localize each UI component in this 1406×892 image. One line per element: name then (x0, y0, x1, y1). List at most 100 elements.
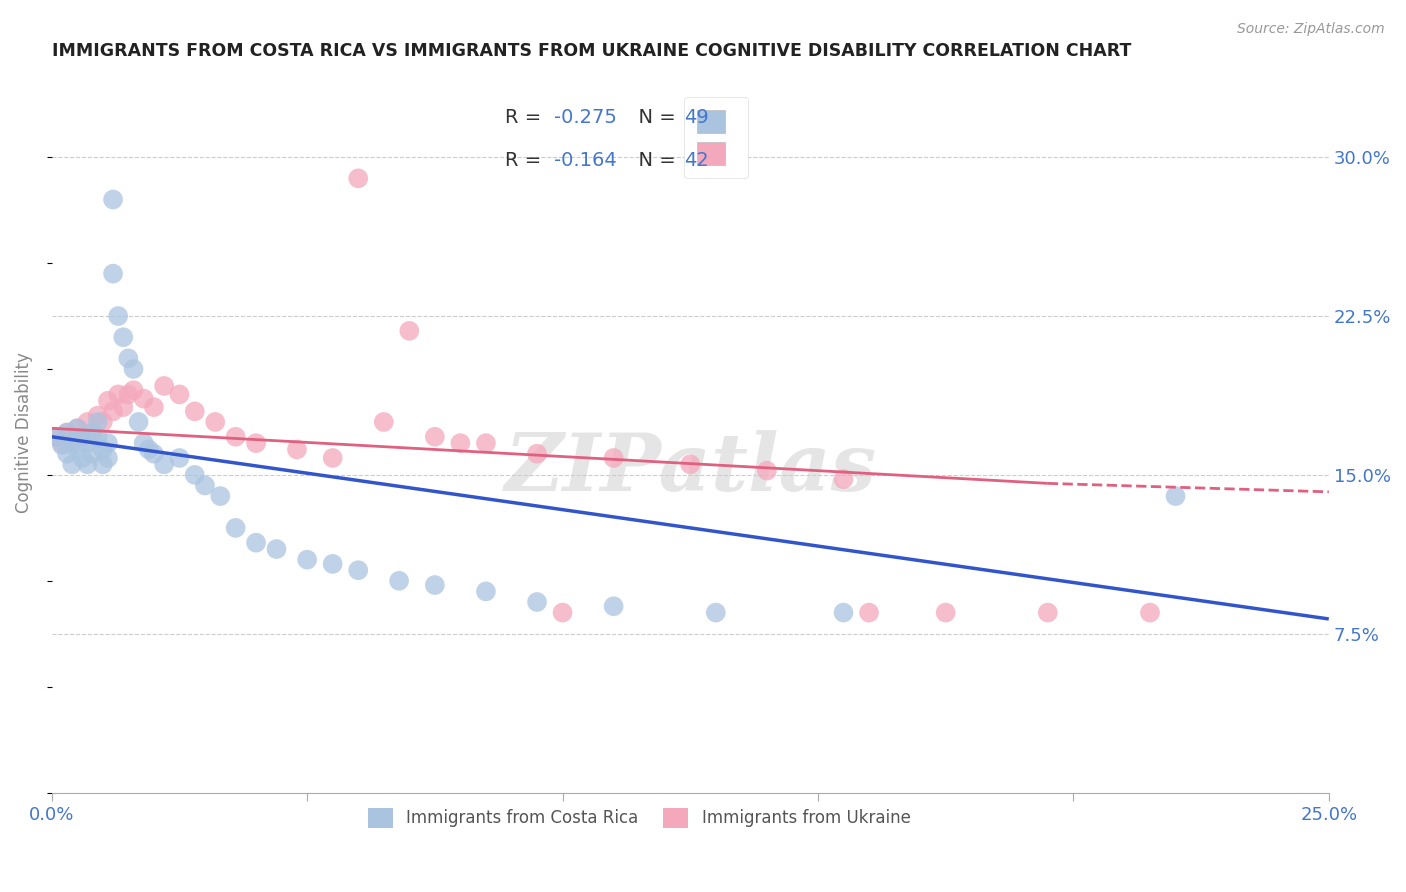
Point (51, 438, 73, 452)
Point (87, 430, 110, 444)
Point (204, 415, 226, 429)
Point (66, 421, 89, 435)
Text: IMMIGRANTS FROM COSTA RICA VS IMMIGRANTS FROM UKRAINE COGNITIVE DISABILITY CORRE: IMMIGRANTS FROM COSTA RICA VS IMMIGRANTS… (52, 42, 1130, 60)
Point (107, 387, 129, 401)
Point (60, 436, 83, 450)
Point (132, 436, 155, 450)
Point (101, 193, 124, 207)
Point (132, 392, 155, 406)
Point (60, 436, 83, 450)
Point (388, 574, 411, 588)
Point (45, 430, 67, 444)
Text: R =: R = (505, 108, 547, 127)
Point (832, 606, 855, 620)
Point (142, 400, 165, 414)
Point (56, 425, 79, 440)
Point (169, 450, 191, 465)
Point (832, 472, 855, 486)
Text: 49: 49 (683, 108, 709, 127)
Point (87, 415, 110, 429)
Text: 42: 42 (683, 151, 709, 169)
Point (91, 458, 114, 472)
Point (704, 606, 727, 620)
Point (76, 458, 98, 472)
Point (122, 383, 145, 397)
Point (56, 447, 79, 461)
Point (169, 387, 191, 401)
Point (112, 330, 135, 344)
Point (72, 430, 94, 444)
Text: R =: R = (505, 151, 547, 169)
Point (423, 430, 446, 444)
Point (82, 425, 104, 440)
Point (184, 467, 207, 482)
Point (51, 436, 73, 450)
Point (153, 458, 176, 472)
Point (266, 542, 288, 557)
Point (398, 324, 420, 338)
Point (1036, 606, 1059, 620)
Text: Source: ZipAtlas.com: Source: ZipAtlas.com (1237, 22, 1385, 37)
Point (60, 458, 83, 472)
Text: -0.275: -0.275 (554, 108, 616, 127)
Point (107, 309, 129, 323)
Point (449, 436, 471, 450)
Point (97, 450, 120, 465)
Point (101, 267, 124, 281)
Point (322, 557, 344, 571)
Point (117, 387, 139, 401)
Point (347, 171, 370, 186)
Point (347, 563, 370, 577)
Point (322, 450, 344, 465)
Point (475, 436, 498, 450)
Point (128, 415, 150, 429)
Point (66, 442, 89, 457)
Point (602, 450, 624, 465)
Point (295, 552, 318, 566)
Point (76, 415, 98, 429)
Text: N =: N = (627, 151, 682, 169)
Point (82, 425, 104, 440)
Point (1139, 606, 1161, 620)
Point (101, 404, 124, 418)
Point (209, 489, 232, 503)
Point (72, 430, 94, 444)
Point (423, 578, 446, 592)
Point (679, 458, 702, 472)
Point (142, 447, 165, 461)
Point (122, 362, 145, 376)
Point (87, 409, 110, 423)
Point (56, 425, 79, 440)
Point (526, 595, 548, 609)
Point (245, 436, 267, 450)
Point (184, 404, 207, 418)
Point (194, 478, 217, 492)
Point (373, 415, 395, 429)
Point (91, 415, 114, 429)
Point (112, 400, 135, 414)
Text: N =: N = (627, 108, 682, 127)
Point (755, 464, 778, 478)
Legend: Immigrants from Costa Rica, Immigrants from Ukraine: Immigrants from Costa Rica, Immigrants f… (361, 801, 917, 835)
Point (82, 447, 104, 461)
Point (225, 430, 247, 444)
Point (475, 584, 498, 599)
Point (602, 599, 624, 614)
Point (66, 421, 89, 435)
Y-axis label: Cognitive Disability: Cognitive Disability (15, 352, 32, 513)
Point (285, 442, 308, 457)
Point (551, 606, 574, 620)
Point (91, 442, 114, 457)
Point (153, 379, 176, 393)
Text: ZIPatlas: ZIPatlas (505, 430, 876, 508)
Point (97, 436, 120, 450)
Point (245, 535, 267, 549)
Text: -0.164: -0.164 (554, 151, 616, 169)
Point (138, 442, 160, 457)
Point (225, 521, 247, 535)
Point (935, 606, 957, 620)
Point (97, 393, 120, 408)
Point (72, 450, 94, 465)
Point (117, 351, 139, 366)
Point (1164, 489, 1187, 503)
